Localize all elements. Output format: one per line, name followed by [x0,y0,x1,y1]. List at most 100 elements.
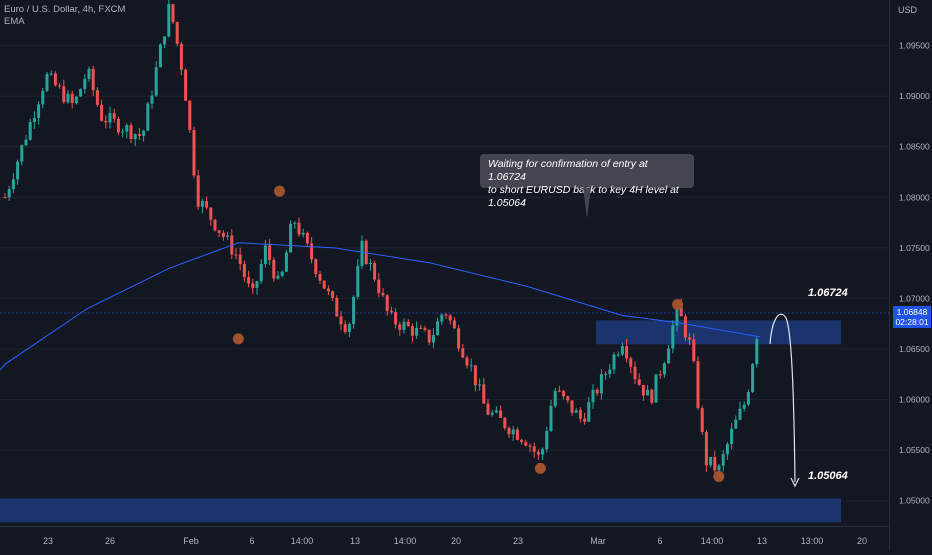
candle-body [87,68,91,79]
key-level-zones [0,320,841,523]
candle-body [578,410,582,419]
candle-body [444,314,448,316]
candle [423,325,427,332]
candle-body [108,113,112,123]
time-axis[interactable] [0,526,890,527]
candle [436,317,440,336]
candle [385,294,389,316]
trade-note-line-1: Waiting for confirmation of entry at 1.0… [488,158,648,183]
candle [3,193,7,199]
candle-body [389,310,393,313]
candle [289,220,293,253]
candle-body [381,293,385,296]
candle-body [482,384,486,404]
trade-note-callout[interactable]: Waiting for confirmation of entry at 1.0… [480,154,694,209]
candle-body [280,271,284,276]
candle [461,343,465,359]
candle [32,111,36,129]
candle-body [536,451,540,455]
candle-body [499,410,503,418]
candle-body [629,358,633,367]
candle-body [158,44,162,68]
candle [314,258,318,278]
candle-body [486,403,490,415]
candle-body [616,354,620,356]
candle [490,409,494,417]
candle [507,426,511,438]
candle-body [461,348,465,358]
candle-body [625,346,629,359]
time-tick-label: 6 [249,536,254,546]
candle-body [100,104,104,121]
candle [473,365,477,392]
candle [41,87,45,109]
candle-body [129,125,133,139]
candle [448,313,452,325]
candle-body [322,280,326,289]
indicator-label[interactable]: EMA [4,16,25,27]
swing-marker [232,333,244,345]
candle-body [91,68,95,91]
price-axis[interactable]: USD [889,0,932,550]
candle [251,278,255,294]
candle [16,159,20,185]
candle [654,374,658,403]
candle [364,239,368,265]
candle [11,173,15,194]
candle-body [478,384,482,386]
candle-body [45,73,49,91]
candle-body [528,445,532,447]
candle [83,74,87,94]
candle-body [620,346,624,355]
candle-body [452,320,456,329]
candle-body [562,390,566,397]
candle [482,377,486,404]
candle [301,228,305,238]
candle-body [154,67,158,96]
candle-body [704,432,708,466]
candle [171,3,175,25]
candle-body [356,265,360,297]
current-price-value: 1.06848 [896,307,928,317]
candle [427,329,431,345]
candle [503,417,507,431]
projection-arrow [769,313,800,488]
candle-body [473,365,477,386]
candle [234,247,238,260]
candle-body [503,417,507,429]
candle [100,99,104,122]
price-tick-label: 1.09500 [899,41,930,51]
candle-body [566,396,570,401]
candle [578,407,582,423]
candle [125,123,129,139]
candle-body [213,219,217,231]
time-tick-label: 20 [857,536,867,546]
candle [95,87,99,107]
candle-body [742,404,746,409]
candle-body [360,240,364,266]
candle [91,65,95,97]
candle [158,43,162,68]
candle [431,328,435,349]
candle [524,439,528,447]
candle-body [226,235,230,237]
candle [725,441,729,460]
candle [163,36,167,49]
candle [20,144,24,166]
candle-body [457,328,461,349]
candle [650,388,654,405]
candle-body [310,243,314,260]
candle-body [242,264,246,278]
candle [730,422,734,450]
candle-body [448,315,452,321]
candle [440,313,444,325]
candle [599,369,603,400]
candle-body [549,406,553,432]
candle-body [595,389,599,394]
currency-label: USD [898,5,918,15]
candle-body [406,321,410,327]
candle-body [419,327,423,329]
candle-body [221,232,225,237]
